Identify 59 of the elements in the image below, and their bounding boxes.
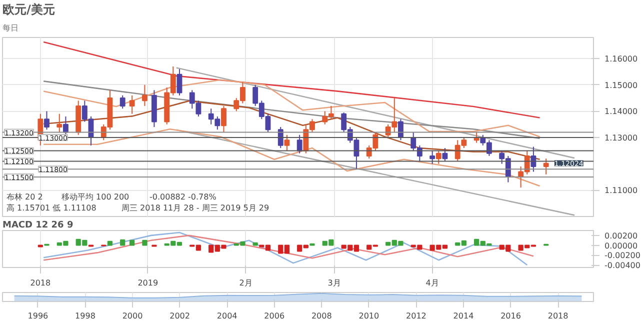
- y-tick-label: 1.16000: [604, 54, 638, 64]
- annotation: 移动平均 100 200: [62, 192, 130, 202]
- y-tick-label: 0.00200: [604, 231, 638, 240]
- candlestick: [44, 110, 50, 130]
- x-tick-label: 2014: [453, 312, 474, 320]
- x-tick-label: 2008: [311, 312, 332, 320]
- x-tick-label: 1996: [28, 312, 48, 320]
- x-tick-label: 1998: [75, 312, 96, 320]
- candlestick: [543, 158, 549, 175]
- y-tick-label: 1.14000: [604, 107, 638, 116]
- x-tick-label: 2018: [548, 312, 568, 320]
- annotation: -0.00882 -0.78%: [150, 192, 217, 202]
- candlestick: [296, 134, 302, 154]
- candlestick: [129, 94, 135, 114]
- chart-title: MACD 12 26 9: [2, 220, 74, 230]
- line-series: [42, 232, 528, 266]
- chart-title: 欧元/美元: [2, 2, 55, 16]
- bar: [120, 239, 126, 246]
- x-tick-label: 2019: [138, 278, 158, 288]
- x-tick-label: 2016: [500, 312, 521, 320]
- candlestick: [442, 148, 448, 162]
- line-series: [42, 41, 540, 118]
- y-tick-label: 1.15000: [604, 80, 638, 90]
- candlestick: [62, 116, 68, 136]
- bar: [130, 240, 135, 246]
- x-tick-label: 2012: [406, 312, 426, 320]
- x-tick-label: 2006: [264, 312, 285, 320]
- candlestick: [398, 118, 404, 141]
- y-tick-label: 0.00000: [604, 241, 638, 250]
- candlestick: [142, 84, 148, 106]
- y-tick-label: 1.11000: [604, 186, 638, 196]
- bar: [142, 240, 148, 246]
- x-tick-label: 2010: [358, 312, 380, 320]
- candlestick: [278, 126, 284, 149]
- y-tick-label: -0.00200: [604, 251, 640, 260]
- candlestick: [284, 134, 290, 152]
- bar: [107, 240, 113, 246]
- candlestick: [120, 94, 126, 110]
- candlestick: [430, 150, 436, 164]
- annotation: 高 1.15701 低 1.11108: [6, 204, 96, 212]
- x-tick-label: 2002: [170, 312, 190, 320]
- line-series: [42, 234, 534, 261]
- candlestick: [436, 150, 442, 164]
- x-tick-label: 2000: [122, 312, 143, 320]
- candlestick: [176, 68, 182, 96]
- y-tick-label: -0.00400: [604, 261, 640, 270]
- annotation: 布林 20 2: [6, 192, 43, 202]
- annotation: 周三 2018 11月 28 - 周三 2019 5月 29: [122, 204, 270, 212]
- x-tick-label: 3月: [328, 278, 341, 288]
- bar: [252, 242, 258, 246]
- candlestick: [530, 146, 536, 172]
- x-tick-label: 2004: [216, 312, 238, 320]
- x-tick-label: 4月: [426, 278, 439, 288]
- x-tick-label: 2月: [239, 278, 252, 288]
- chart-subtitle: 每日: [2, 24, 18, 32]
- candlestick: [56, 113, 62, 133]
- x-tick-label: 2018: [30, 278, 51, 288]
- y-tick-label: 1.13000: [604, 134, 638, 143]
- candlestick: [221, 105, 226, 133]
